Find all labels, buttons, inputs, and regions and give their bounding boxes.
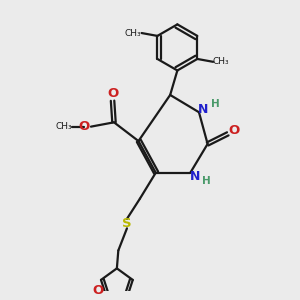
Text: O: O [107,87,118,100]
Text: H: H [211,99,220,109]
Text: S: S [122,217,132,230]
Text: CH₃: CH₃ [213,57,230,66]
Text: CH₃: CH₃ [124,28,141,38]
Text: N: N [198,103,208,116]
Text: CH₃: CH₃ [56,122,73,131]
Text: N: N [190,170,200,183]
Text: O: O [79,120,90,133]
Text: O: O [229,124,240,137]
Text: O: O [92,284,103,297]
Text: H: H [202,176,211,186]
